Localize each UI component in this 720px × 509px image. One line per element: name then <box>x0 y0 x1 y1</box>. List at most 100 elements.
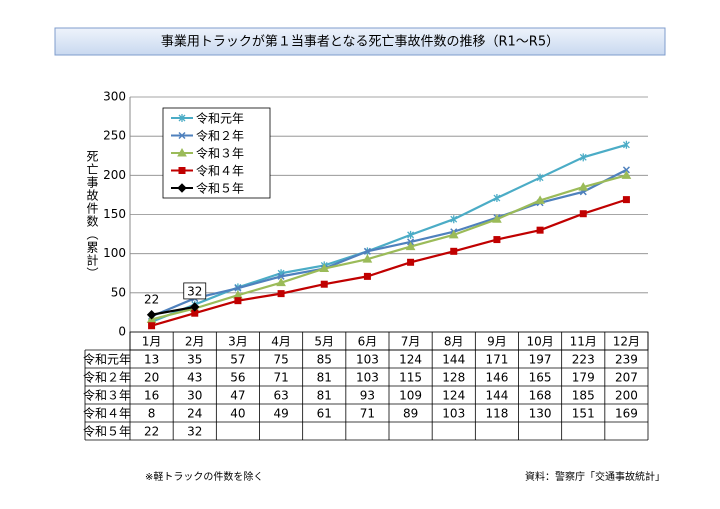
table-cell: 144 <box>442 353 465 367</box>
marker <box>148 322 156 330</box>
table-row-label: 令和２年 <box>83 370 131 385</box>
legend-label: 令和２年 <box>196 128 244 143</box>
x-tick-label: 9月 <box>487 335 507 349</box>
table-cell: 169 <box>615 407 638 421</box>
table-row-label: 令和３年 <box>83 388 131 403</box>
table-cell: 20 <box>144 371 159 385</box>
table-cell: 57 <box>230 353 245 367</box>
table-cell: 197 <box>529 353 552 367</box>
marker <box>363 272 371 280</box>
table-cell: 165 <box>529 371 552 385</box>
table-cell: 47 <box>230 389 245 403</box>
table-cell: 93 <box>360 389 375 403</box>
marker <box>493 194 501 203</box>
x-tick-label: 11月 <box>570 335 597 349</box>
marker <box>234 297 242 305</box>
marker <box>536 226 544 234</box>
legend-marker <box>178 114 186 122</box>
table-row-label: 令和５年 <box>83 424 131 439</box>
table-cell: 81 <box>317 371 332 385</box>
table-cell: 85 <box>317 353 332 367</box>
legend-marker <box>178 167 186 174</box>
marker <box>622 166 630 174</box>
table-cell: 115 <box>399 371 422 385</box>
table-cell: 109 <box>399 389 422 403</box>
table-row-label: 令和４年 <box>83 406 131 421</box>
y-tick-label: 250 <box>103 129 126 143</box>
marker <box>277 290 285 298</box>
table-cell: 56 <box>230 371 245 385</box>
legend-marker <box>178 131 186 140</box>
marker <box>190 302 200 312</box>
table-cell: 207 <box>615 371 638 385</box>
table-cell: 146 <box>485 371 508 385</box>
footnote: ※軽トラックの件数を除く <box>145 470 263 483</box>
table-cell: 32 <box>187 425 202 439</box>
title-box <box>54 27 666 56</box>
legend-marker <box>177 147 187 157</box>
table-cell: 103 <box>356 371 379 385</box>
table-cell: 43 <box>187 371 202 385</box>
series-line <box>151 305 195 316</box>
table-cell: 61 <box>317 407 332 421</box>
table-cell: 71 <box>273 371 288 385</box>
x-tick-label: 7月 <box>401 335 421 349</box>
marker <box>536 173 544 182</box>
table-cell: 124 <box>399 353 422 367</box>
marker <box>579 210 587 218</box>
marker <box>621 170 632 179</box>
table-cell: 124 <box>442 389 465 403</box>
table-cell: 75 <box>273 353 288 367</box>
x-tick-label: 8月 <box>444 335 464 349</box>
marker <box>448 229 459 239</box>
table-cell: 71 <box>360 407 375 421</box>
y-tick-label: 150 <box>103 207 126 221</box>
marker <box>407 258 415 266</box>
legend-label: 令和５年 <box>196 181 244 196</box>
table-row-label: 令和元年 <box>83 352 131 367</box>
table-cell: 103 <box>356 353 379 367</box>
table-cell: 13 <box>144 353 159 367</box>
table-cell: 151 <box>572 407 595 421</box>
marker <box>492 214 502 223</box>
table-cell: 30 <box>187 389 202 403</box>
series-line <box>151 174 627 321</box>
table-cell: 63 <box>273 389 288 403</box>
x-tick-label: 10月 <box>526 335 553 349</box>
marker <box>234 284 242 292</box>
y-tick-label: 200 <box>103 168 126 182</box>
x-tick-label: 6月 <box>358 335 378 349</box>
marker <box>320 280 328 288</box>
table-cell: 171 <box>485 353 508 367</box>
x-tick-label: 2月 <box>185 335 205 349</box>
x-tick-label: 5月 <box>314 335 334 349</box>
marker <box>276 277 286 287</box>
marker <box>319 263 330 273</box>
table-cell: 35 <box>187 353 202 367</box>
table-cell: 89 <box>403 407 418 421</box>
table-cell: 130 <box>529 407 552 421</box>
table-cell: 49 <box>273 407 288 421</box>
legend-label: 令和元年 <box>196 111 244 126</box>
table-cell: 16 <box>144 389 159 403</box>
table-cell: 103 <box>442 407 465 421</box>
marker <box>450 215 458 224</box>
marker <box>362 254 373 263</box>
data-label: 22 <box>144 292 159 306</box>
x-tick-label: 4月 <box>271 335 291 349</box>
table-cell: 8 <box>148 407 156 421</box>
marker <box>579 153 587 162</box>
x-tick-label: 3月 <box>228 335 248 349</box>
table-cell: 118 <box>485 407 508 421</box>
x-tick-label: 1月 <box>142 335 162 349</box>
marker <box>578 182 589 191</box>
marker <box>450 247 458 255</box>
table-cell: 179 <box>572 371 595 385</box>
table-cell: 200 <box>615 389 638 403</box>
marker <box>277 272 285 280</box>
table-cell: 81 <box>317 389 332 403</box>
marker <box>535 195 545 204</box>
table-cell: 185 <box>572 389 595 403</box>
series-line <box>151 198 627 327</box>
data-label: 32 <box>187 284 202 298</box>
